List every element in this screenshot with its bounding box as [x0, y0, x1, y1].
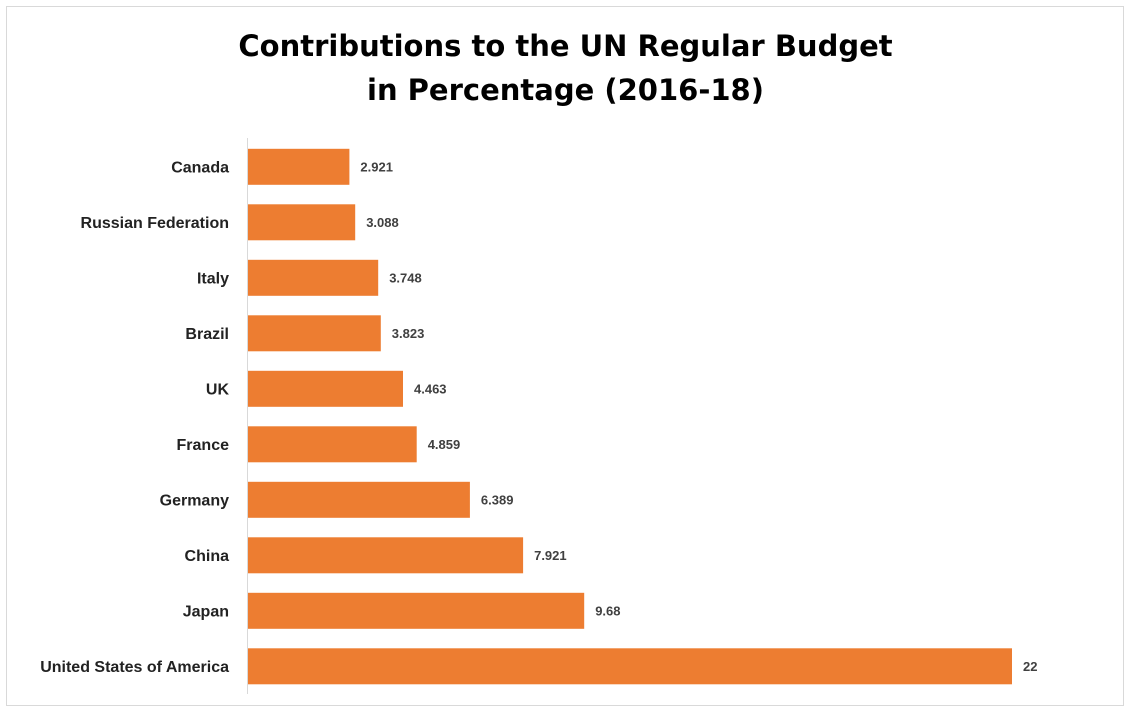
bar-brazil	[248, 315, 381, 352]
category-label: Brazil	[185, 326, 229, 343]
bar-russian-federation	[248, 204, 356, 241]
category-label: UK	[206, 381, 230, 398]
data-label: 9.68	[595, 603, 620, 618]
chart-title: Contributions to the UN Regular Budget i…	[0, 24, 1131, 112]
data-label: 22	[1023, 659, 1037, 674]
category-label: Canada	[171, 159, 229, 176]
category-label: Russian Federation	[81, 215, 229, 232]
data-label: 4.859	[428, 437, 461, 452]
category-label: Germany	[160, 492, 229, 509]
data-label: 3.088	[366, 215, 399, 230]
bar-united-states-of-america	[248, 648, 1012, 685]
data-label: 3.823	[392, 326, 425, 341]
bar-japan	[248, 592, 585, 629]
bars-group: Canada 2.921 Russian Federation 3.088 Italy 3…	[40, 148, 1037, 685]
data-label: 2.921	[360, 159, 393, 174]
data-label: 6.389	[481, 492, 514, 507]
data-label: 7.921	[534, 548, 567, 563]
bar-china	[248, 537, 524, 574]
bar-germany	[248, 481, 470, 518]
bar-france	[248, 426, 417, 463]
bar-italy	[248, 259, 379, 296]
bar-uk	[248, 370, 403, 407]
chart-title-line-1: Contributions to the UN Regular Budget	[238, 29, 893, 63]
data-label: 4.463	[414, 381, 447, 396]
chart-frame	[6, 6, 1124, 706]
category-label: Japan	[183, 603, 229, 620]
category-label: Italy	[197, 270, 229, 287]
category-label: United States of America	[40, 659, 229, 676]
bar-canada	[248, 148, 350, 185]
data-label: 3.748	[389, 270, 422, 285]
category-label: France	[177, 437, 230, 454]
chart-title-line-2: in Percentage (2016-18)	[367, 73, 764, 107]
category-label: China	[185, 548, 230, 565]
